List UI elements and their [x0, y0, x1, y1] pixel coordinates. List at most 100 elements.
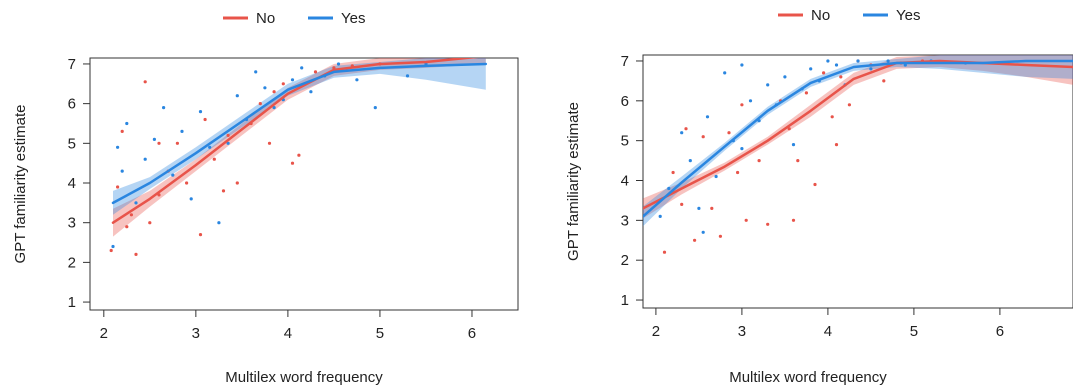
data-point-yes	[300, 66, 304, 70]
plot-frame	[642, 54, 1073, 309]
data-point-no	[129, 213, 133, 217]
data-point-no	[671, 170, 675, 175]
data-point-yes	[235, 94, 239, 98]
y-axis-title: GPT familiarity estimate	[12, 105, 29, 264]
y-axis: 1 2 3 4 5 6 7	[621, 53, 643, 309]
x-axis-title: Multilex word frequency	[225, 369, 383, 386]
data-point-yes	[272, 106, 276, 110]
data-point-yes	[714, 174, 718, 179]
data-point-no	[198, 233, 203, 237]
x-axis-title: Multilex word frequency	[729, 369, 887, 386]
data-point-no	[882, 79, 886, 83]
data-point-yes	[125, 121, 129, 126]
data-point-no	[813, 182, 817, 187]
plot-area	[109, 58, 488, 256]
data-point-yes	[688, 159, 692, 163]
data-point-yes	[697, 206, 701, 210]
legend-label-yes: Yes	[896, 7, 920, 24]
data-point-yes	[791, 143, 796, 147]
legend: No Yes	[223, 10, 365, 27]
data-point-no	[736, 170, 740, 175]
y-axis-title: GPT familiarity estimate	[565, 102, 582, 261]
data-point-yes	[226, 141, 230, 145]
data-point-no	[839, 75, 843, 79]
data-point-no	[267, 141, 272, 145]
data-point-no	[766, 222, 770, 226]
data-point-yes	[740, 147, 744, 151]
y-axis: 1 2 3 4 5 6 7	[68, 56, 90, 311]
data-point-no	[120, 129, 124, 133]
data-point-no	[740, 103, 744, 107]
data-point-yes	[705, 115, 710, 119]
y-tick-label: 3	[621, 212, 629, 229]
y-tick-label: 2	[68, 254, 76, 271]
data-point-yes	[171, 173, 175, 177]
data-point-no	[235, 181, 239, 185]
confidence-band-no	[643, 55, 1073, 219]
legend-label-yes: Yes	[341, 10, 365, 27]
x-axis: 2 3 4 5 6	[652, 308, 1004, 340]
data-point-yes	[309, 90, 313, 94]
data-point-no	[272, 90, 276, 94]
data-point-no	[125, 225, 129, 229]
y-tick-label: 2	[621, 252, 629, 269]
data-point-yes	[116, 145, 120, 149]
x-tick-label: 2	[100, 325, 108, 342]
x-tick-label: 4	[824, 323, 832, 340]
data-point-yes	[152, 137, 156, 141]
data-point-yes	[748, 99, 753, 103]
data-point-no	[804, 91, 809, 95]
confidence-band-yes	[643, 55, 1073, 227]
right-chart: 2 3 4 5 6 1 2 3 4 5 6 7 Multilex word frequency GPT f…	[565, 7, 1073, 386]
y-tick-label: 6	[621, 93, 629, 110]
x-tick-label: 5	[910, 323, 918, 340]
data-point-no	[684, 127, 688, 131]
data-point-no	[297, 153, 301, 157]
data-point-yes	[263, 86, 267, 90]
y-tick-label: 7	[68, 56, 76, 73]
data-point-yes	[373, 106, 377, 110]
data-point-yes	[208, 145, 212, 149]
plot-area	[643, 55, 1073, 254]
data-point-no	[693, 238, 697, 242]
x-axis: 2 3 4 5 6	[100, 310, 476, 342]
data-point-no	[221, 189, 226, 193]
x-tick-label: 5	[376, 325, 384, 342]
confidence-band-yes	[113, 58, 486, 215]
confidence-band-no	[113, 58, 486, 237]
data-point-yes	[290, 78, 295, 82]
data-point-yes	[143, 157, 147, 161]
data-point-no	[148, 221, 152, 225]
data-point-no	[718, 234, 723, 238]
data-point-yes	[189, 197, 193, 201]
data-point-yes	[355, 78, 359, 82]
data-point-yes	[120, 169, 124, 173]
data-point-yes	[680, 131, 684, 135]
data-point-no	[258, 102, 262, 106]
data-point-no	[109, 248, 113, 253]
y-tick-label: 4	[621, 173, 629, 190]
data-point-no	[134, 252, 138, 256]
data-point-no	[847, 103, 852, 107]
trend-line-no	[111, 58, 479, 224]
data-point-yes	[658, 214, 662, 218]
data-point-no	[281, 82, 285, 86]
left-chart: 2 3 4 5 6 1 2 3 4 5 6 7 Multilex word frequency GPT f…	[12, 10, 519, 386]
data-point-yes	[869, 67, 873, 71]
y-tick-label: 5	[621, 133, 629, 150]
data-point-yes	[701, 230, 705, 234]
data-point-yes	[217, 221, 221, 225]
plot-frame	[89, 57, 519, 311]
data-point-no	[757, 159, 761, 163]
data-point-yes	[254, 70, 258, 74]
y-tick-label: 7	[621, 53, 629, 70]
data-point-no	[834, 143, 839, 147]
data-point-yes	[886, 59, 890, 63]
data-point-no	[710, 206, 714, 210]
data-point-yes	[405, 74, 410, 78]
data-point-yes	[783, 75, 787, 79]
data-point-no	[116, 185, 120, 189]
data-point-no	[226, 133, 230, 137]
data-point-yes	[111, 244, 115, 249]
